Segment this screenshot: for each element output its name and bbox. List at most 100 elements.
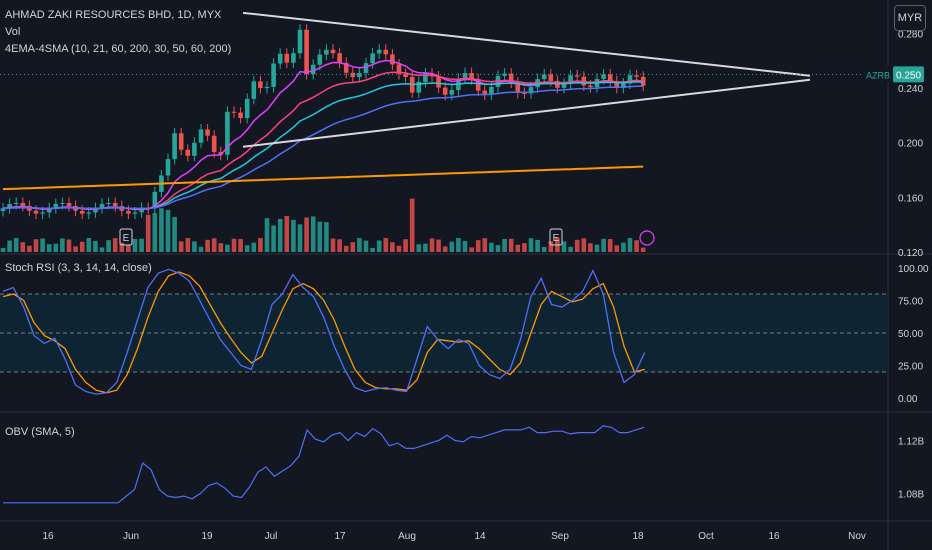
volume-bar: [515, 244, 521, 252]
volume-bar: [225, 244, 230, 252]
candle-body: [79, 210, 85, 214]
candle-body: [172, 133, 177, 160]
event-marker-icon: [639, 230, 655, 246]
volume-bar: [324, 222, 329, 252]
candle-body: [178, 133, 184, 150]
candle-body: [522, 92, 527, 94]
volume-bar: [231, 238, 237, 252]
volume-bar: [330, 238, 336, 252]
volume-bar: [574, 239, 580, 252]
stoch-rsi-legend[interactable]: Stoch RSI (3, 3, 14, 14, close): [5, 262, 152, 274]
stoch-axis-tick: 100.00: [898, 264, 929, 275]
candle-body: [370, 53, 375, 64]
candle-body: [277, 53, 283, 64]
volume-bar: [112, 238, 118, 252]
obv-legend[interactable]: OBV (SMA, 5): [5, 426, 75, 438]
volume-bar: [297, 224, 303, 252]
candle-body: [508, 73, 514, 83]
price-axis-tick: 0.240: [898, 84, 923, 95]
time-axis-tick: 19: [201, 531, 213, 542]
time-axis-tick: 16: [768, 531, 780, 542]
candle-body: [13, 202, 19, 204]
volume-legend[interactable]: Vol: [5, 26, 21, 38]
volume-bar: [469, 247, 474, 252]
candle-body: [475, 79, 481, 91]
earnings-marker-box: [119, 228, 133, 246]
time-axis-tick: Sep: [551, 531, 569, 542]
candle-body: [376, 49, 382, 54]
candle-body: [152, 191, 158, 209]
candle-body: [165, 159, 171, 176]
candle-body: [7, 203, 12, 209]
candle-body: [396, 64, 402, 74]
volume-bar: [152, 213, 158, 252]
volume-bar: [627, 238, 633, 252]
volume-bar: [607, 239, 613, 252]
candle-body: [416, 81, 422, 93]
volume-bar: [588, 243, 593, 252]
candle-body: [350, 72, 356, 78]
volume-bar: [33, 239, 39, 252]
stoch-axis-tick: 0.00: [898, 394, 918, 405]
volume-bar: [46, 244, 52, 252]
stoch-axis-tick: 75.00: [898, 297, 923, 308]
candle-body: [284, 53, 290, 63]
volume-bar: [7, 240, 12, 252]
candle-body: [621, 83, 626, 88]
candle-body: [403, 73, 408, 77]
candle-body: [357, 73, 362, 78]
volume-bar: [363, 240, 369, 252]
volume-bar: [403, 239, 408, 252]
volume-bar: [423, 243, 428, 252]
volume-bar: [119, 242, 125, 252]
volume-bar: [304, 217, 309, 252]
volume-bar: [409, 198, 415, 252]
trendline-lower: [242, 78, 811, 148]
ma-legend[interactable]: 4EMA-4SMA (10, 21, 60, 200, 30, 50, 60, …: [5, 43, 232, 55]
volume-bar: [502, 238, 507, 252]
volume-bar: [581, 238, 587, 252]
candle-body: [449, 90, 455, 95]
candle-body: [211, 135, 217, 153]
volume-bar: [172, 216, 177, 252]
earnings-marker: E: [123, 233, 130, 244]
candle-body: [607, 74, 613, 82]
volume-bar: [53, 243, 59, 252]
trendline-upper: [242, 11, 811, 77]
volume-bar: [436, 239, 441, 252]
volume-bar: [561, 241, 567, 252]
currency-button[interactable]: MYR: [894, 5, 926, 31]
volume-bar: [139, 238, 144, 252]
volume-bar: [462, 240, 468, 252]
time-axis-tick: Nov: [848, 531, 866, 542]
volume-bar: [614, 245, 620, 252]
time-axis-tick: Oct: [698, 531, 714, 542]
volume-bar: [442, 246, 448, 252]
candle-body: [442, 87, 448, 95]
candle-body: [548, 74, 554, 81]
stoch-k-line: [2, 268, 646, 395]
obv-axis-tick: 1.12B: [898, 437, 924, 448]
price-tag: 0.250: [896, 70, 921, 81]
candle-body: [462, 72, 468, 79]
volume-bar: [0, 248, 6, 252]
volume-bar: [106, 240, 111, 252]
candle-body: [363, 63, 369, 74]
symbol-title: AHMAD ZAKI RESOURCES BHD, 1D, MYX: [5, 9, 222, 21]
sma-200-line: [2, 165, 644, 191]
candle-body: [541, 74, 547, 80]
stoch-axis-tick: 25.00: [898, 362, 923, 373]
volume-bar: [522, 243, 527, 252]
volume-bar: [258, 238, 263, 252]
volume-bar: [396, 245, 402, 252]
candle-body: [33, 210, 39, 214]
candle-body: [489, 86, 494, 95]
volume-bar: [601, 238, 606, 252]
candle-body: [469, 72, 474, 80]
candle-body: [601, 74, 606, 79]
candle-body: [40, 212, 45, 214]
volume-bar: [337, 239, 342, 252]
candle-body: [93, 208, 98, 213]
volume-bar: [370, 247, 375, 252]
